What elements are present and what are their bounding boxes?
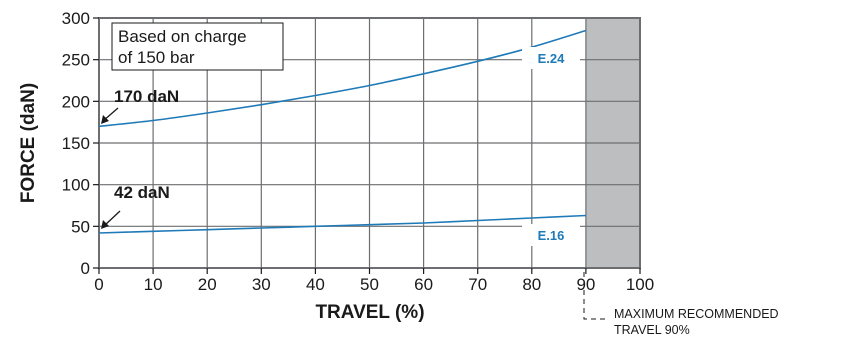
e16-label-bg	[522, 224, 580, 246]
x-tick-label-70: 70	[468, 275, 487, 294]
y-tick-labels: 0 50 100 150 200 250 300	[62, 9, 90, 278]
series-line-e16	[99, 214, 586, 234]
y-tick-label-200: 200	[62, 92, 90, 111]
e24-start-arrowhead	[101, 115, 109, 124]
x-axis-title: TRAVEL (%)	[315, 302, 424, 323]
y-tick-label-150: 150	[62, 134, 90, 153]
x-tick-label-30: 30	[252, 275, 271, 294]
x-tick-labels: 0 10 20 30 40 50 60 70 80 90 100	[94, 275, 654, 294]
x-tick-label-100: 100	[626, 275, 654, 294]
x-tick-label-40: 40	[306, 275, 325, 294]
note-box	[111, 22, 284, 71]
y-tick-label-250: 250	[62, 51, 90, 70]
max-travel-note-line-1: MAXIMUM RECOMMENDED	[614, 307, 779, 321]
x-tick-label-10: 10	[144, 275, 163, 294]
series-label-e16: E.16	[538, 228, 565, 243]
series-layer	[99, 29, 587, 234]
note-line-2: of 150 bar	[118, 48, 195, 67]
e24-start-annotation: 170 daN	[114, 87, 179, 106]
e16-start-annotation: 42 daN	[114, 183, 170, 202]
series-label-e24: E.24	[538, 51, 566, 66]
x-tick-label-60: 60	[414, 275, 433, 294]
series-line-e24	[99, 29, 587, 128]
e16-start-arrow	[103, 210, 121, 227]
note-line-1: Based on charge	[118, 27, 247, 46]
axis-ticks	[93, 17, 641, 274]
y-axis-title: FORCE (daN)	[18, 83, 39, 203]
y-tick-label-0: 0	[81, 259, 90, 278]
y-tick-label-100: 100	[62, 176, 90, 195]
x-tick-label-0: 0	[94, 275, 103, 294]
y-tick-label-300: 300	[62, 9, 90, 28]
y-tick-label-50: 50	[71, 217, 90, 236]
max-travel-note-line-2: TRAVEL 90%	[614, 323, 690, 337]
x-tick-label-90: 90	[576, 275, 595, 294]
max-travel-leader-line	[583, 272, 606, 320]
x-tick-label-20: 20	[198, 275, 217, 294]
x-tick-label-80: 80	[522, 275, 541, 294]
e24-label-bg	[522, 47, 580, 69]
x-tick-label-50: 50	[360, 275, 379, 294]
e16-start-arrowhead	[101, 220, 109, 229]
